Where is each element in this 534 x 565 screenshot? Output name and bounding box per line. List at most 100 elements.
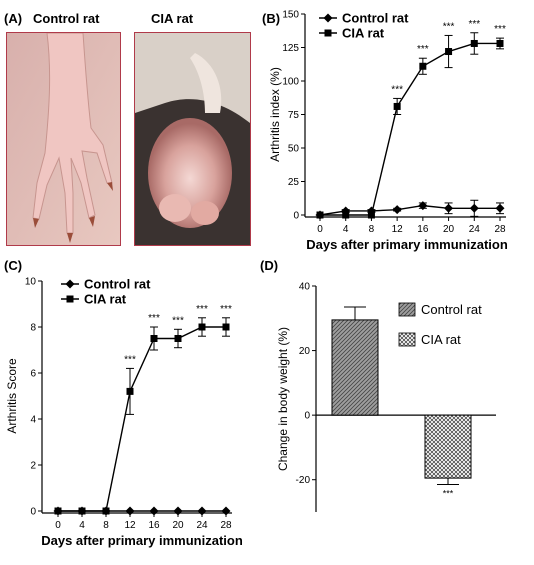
significance-marker: ***: [391, 84, 403, 95]
x-tick-label: 0: [55, 520, 61, 531]
data-point: [495, 203, 505, 213]
x-axis-title: Days after primary immunization: [41, 533, 243, 548]
significance-marker: ***: [172, 315, 184, 326]
y-tick-label: 2: [30, 461, 36, 472]
legend-label: CIA rat: [342, 26, 385, 41]
y-tick-label: 25: [288, 177, 300, 188]
legend-entry: CIA rat: [319, 26, 385, 41]
bar-cia-rat: [424, 414, 472, 479]
x-tick-label: 4: [79, 520, 85, 531]
significance-marker: ***: [468, 19, 480, 30]
significance-marker: ***: [443, 21, 455, 32]
significance-marker: ***: [196, 304, 208, 315]
data-point: [342, 211, 350, 219]
x-tick-label: 20: [443, 224, 455, 235]
data-point: [149, 506, 159, 516]
x-tick-label: 8: [369, 224, 375, 235]
legend-entry: CIA rat: [398, 332, 461, 347]
legend-entry: Control rat: [319, 11, 409, 26]
data-point: [174, 335, 182, 342]
y-axis-title: Arthritis Score: [5, 358, 19, 434]
x-tick-label: 0: [317, 224, 323, 235]
data-point: [392, 205, 402, 215]
x-tick-label: 12: [124, 520, 136, 531]
x-tick-label: 20: [172, 520, 184, 531]
series-line: [58, 326, 226, 512]
data-point: [418, 201, 428, 211]
x-tick-label: 24: [469, 224, 481, 235]
y-tick-label: 40: [299, 282, 311, 293]
x-tick-label: 8: [103, 520, 109, 531]
x-tick-label: 4: [343, 224, 349, 235]
significance-marker: ***: [220, 304, 232, 315]
y-axis-title: Arthritis index (%): [268, 67, 282, 162]
cia-rat-paw-photo: [134, 32, 251, 246]
data-point: [78, 507, 86, 515]
data-point: [102, 507, 110, 515]
legend-entry: Control rat: [398, 302, 482, 317]
series-line: [320, 42, 500, 216]
y-tick-label: -20: [296, 475, 311, 486]
x-tick-label: 28: [494, 224, 506, 235]
legend-label: CIA rat: [84, 292, 127, 307]
significance-marker: ***: [443, 489, 454, 499]
data-point: [393, 102, 401, 110]
y-axis-title: Change in body weight (%): [276, 327, 290, 471]
panel-c-label: (C): [4, 258, 23, 273]
data-point: [444, 203, 454, 213]
data-point: [54, 507, 62, 515]
data-point: [470, 39, 478, 47]
significance-marker: ***: [148, 313, 160, 324]
panel-b-label: (B): [262, 11, 281, 26]
x-tick-label: 28: [220, 520, 232, 531]
y-tick-label: 8: [30, 323, 36, 334]
cia-photo-caption: CIA rat: [151, 11, 194, 26]
control-paw-illustration: [7, 33, 120, 245]
y-tick-label: 4: [30, 415, 36, 426]
legend-entry: CIA rat: [61, 292, 127, 307]
data-point: [469, 203, 479, 213]
legend-swatch: [398, 302, 416, 317]
data-point: [316, 211, 324, 219]
x-tick-label: 16: [417, 224, 429, 235]
data-point: [445, 48, 453, 56]
significance-marker: ***: [417, 44, 429, 55]
data-point: [150, 335, 158, 342]
cia-paw-illustration: [135, 33, 250, 245]
legend-marker: [65, 279, 75, 289]
legend-marker: [66, 295, 74, 303]
y-tick-label: 125: [282, 43, 299, 54]
data-point: [126, 387, 134, 395]
x-tick-label: 16: [148, 520, 160, 531]
y-tick-label: 100: [282, 77, 299, 88]
data-point: [197, 506, 207, 516]
data-point: [173, 506, 183, 516]
legend-label: Control rat: [84, 277, 151, 292]
y-tick-label: 0: [304, 411, 310, 422]
control-photo-caption: Control rat: [33, 11, 100, 26]
y-tick-label: 150: [282, 10, 299, 21]
series-cia-rat: [316, 32, 504, 219]
data-point: [221, 506, 231, 516]
y-tick-label: 6: [30, 369, 36, 380]
control-rat-paw-photo: [6, 32, 121, 246]
legend-entry: Control rat: [61, 277, 151, 292]
significance-marker: ***: [124, 354, 136, 365]
data-point: [198, 323, 206, 331]
x-tick-label: 24: [196, 520, 208, 531]
x-axis-title: Days after primary immunization: [306, 237, 508, 252]
legend-label: CIA rat: [421, 332, 461, 347]
data-point: [222, 323, 230, 331]
legend-marker: [323, 13, 333, 23]
panel-a-label: (A): [4, 11, 23, 26]
data-point: [125, 506, 135, 516]
y-tick-label: 75: [288, 110, 300, 121]
data-point: [496, 39, 504, 47]
data-point: [367, 211, 375, 219]
legend-label: Control rat: [421, 302, 482, 317]
y-tick-label: 20: [299, 346, 311, 357]
legend-marker: [324, 29, 332, 37]
y-tick-label: 0: [293, 211, 299, 222]
